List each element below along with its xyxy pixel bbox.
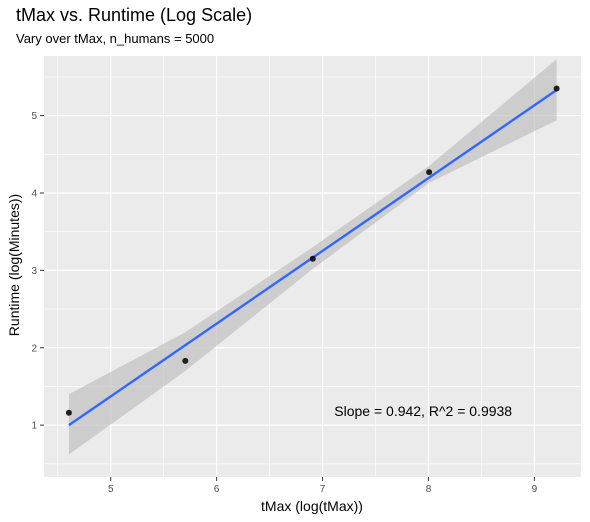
y-axis-ticks: 1 2 3 4 5 — [31, 111, 44, 432]
data-point — [182, 357, 189, 364]
x-axis-ticks: 5 6 7 8 9 — [108, 477, 538, 495]
x-tick-label: 9 — [532, 484, 538, 495]
y-tick-label: 5 — [31, 111, 37, 122]
x-tick-label: 8 — [426, 484, 432, 495]
chart-title: tMax vs. Runtime (Log Scale) — [16, 5, 252, 25]
y-tick-label: 1 — [31, 421, 37, 432]
y-tick-label: 2 — [31, 343, 37, 354]
data-point — [426, 169, 433, 176]
data-point — [309, 255, 316, 262]
fit-annotation: Slope = 0.942, R^2 = 0.9938 — [334, 403, 512, 419]
x-axis-title: tMax (log(tMax)) — [261, 498, 363, 514]
data-point — [65, 409, 72, 416]
x-tick-label: 7 — [320, 484, 326, 495]
x-tick-label: 5 — [108, 484, 114, 495]
y-axis-title: Runtime (log(Minutes)) — [6, 194, 22, 336]
x-tick-label: 6 — [214, 484, 220, 495]
data-point — [553, 85, 560, 92]
y-tick-label: 3 — [31, 266, 37, 277]
chart-subtitle: Vary over tMax, n_humans = 5000 — [16, 31, 214, 46]
grid-minor — [44, 56, 581, 477]
data-points — [65, 85, 560, 416]
y-tick-label: 4 — [31, 188, 37, 199]
